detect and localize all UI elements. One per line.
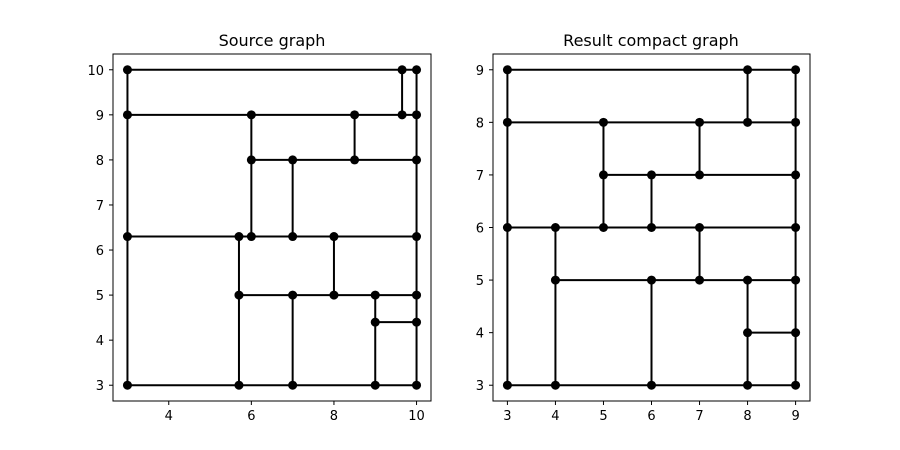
graph-node [288, 155, 298, 165]
graph-node [791, 223, 801, 232]
graph-node [502, 65, 512, 75]
x-tick-label: 4 [165, 409, 173, 424]
graph-node [791, 65, 801, 75]
y-tick-label: 4 [476, 327, 484, 342]
graph-node [246, 232, 256, 242]
graph-node [695, 275, 705, 285]
graph-node [598, 223, 608, 232]
y-tick-label: 3 [476, 379, 484, 394]
y-tick-label: 6 [476, 222, 484, 237]
graph-node [350, 110, 360, 120]
plot-frame [112, 53, 432, 402]
graph-node [234, 290, 244, 300]
y-tick-label: 8 [476, 116, 484, 131]
x-tick-label: 8 [330, 409, 338, 424]
y-tick-label: 6 [96, 244, 104, 259]
graph-node [791, 275, 801, 285]
panel-title: Source graph [219, 31, 326, 50]
graph-node [647, 223, 656, 232]
x-tick-label: 9 [791, 409, 799, 424]
graph-node [695, 223, 705, 232]
graph-node [246, 110, 256, 120]
y-tick-label: 7 [476, 169, 484, 184]
graph-node [288, 290, 298, 300]
y-tick-label: 8 [96, 154, 104, 169]
graph-node [122, 65, 132, 75]
graph-node [743, 117, 753, 127]
graph-node [122, 232, 132, 242]
graph-node [598, 117, 608, 127]
y-tick-label: 5 [96, 289, 104, 304]
graph-node [234, 232, 244, 242]
panel-result: Result compact graph 3 4 5 6 7 8 9 3 4 5 6 7 8 9 [476, 31, 811, 424]
graph-node [122, 110, 132, 120]
graph-node [329, 290, 339, 300]
graph-node [695, 117, 705, 127]
graph-node [288, 232, 298, 242]
graph-node [791, 328, 801, 338]
graph-node [791, 380, 801, 390]
graph-node [122, 380, 132, 390]
graph-node [743, 65, 753, 75]
graph-node [598, 170, 608, 180]
graph-node [550, 223, 560, 232]
graph-node [647, 275, 656, 285]
graph-node [791, 170, 801, 180]
graph-node [550, 275, 560, 285]
graph-node [743, 328, 753, 338]
graph-node [412, 380, 422, 390]
panel-title: Result compact graph [563, 31, 739, 50]
x-tick-label: 6 [647, 409, 655, 424]
x-tick-label: 10 [408, 409, 425, 424]
graph-node [412, 290, 422, 300]
x-tick-label: 4 [551, 409, 559, 424]
y-tick-label: 5 [476, 274, 484, 289]
graph-node [234, 380, 244, 390]
panel-source: Source graph 4 6 8 10 3 4 5 6 7 8 9 10 [87, 31, 432, 424]
x-tick-label: 3 [503, 409, 511, 424]
graph-node [412, 232, 422, 242]
y-tick-label: 7 [96, 199, 104, 214]
graph-node [647, 380, 656, 390]
y-tick-label: 10 [87, 64, 104, 79]
graph-node [550, 380, 560, 390]
graph-node [412, 110, 422, 120]
x-tick-label: 6 [247, 409, 255, 424]
graph-node [743, 380, 753, 390]
graph-node [350, 155, 360, 165]
graph-node [397, 65, 407, 75]
y-tick-label: 3 [96, 379, 104, 394]
graph-node [412, 65, 422, 75]
y-tick-label: 9 [96, 109, 104, 124]
graph-node [502, 223, 512, 232]
x-tick-label: 7 [695, 409, 703, 424]
y-tick-label: 9 [476, 64, 484, 79]
y-tick-label: 4 [96, 334, 104, 349]
graph-node [288, 380, 298, 390]
graph-node [743, 275, 753, 285]
graph-node [397, 110, 407, 120]
graph-node [502, 117, 512, 127]
graph-node [370, 380, 380, 390]
graph-node [791, 117, 801, 127]
x-tick-label: 8 [743, 409, 751, 424]
graph-node [370, 290, 380, 300]
graph-node [370, 317, 380, 327]
graph-node [246, 155, 256, 165]
graph-node [412, 317, 422, 327]
graph-node [695, 170, 705, 180]
graph-node [329, 232, 339, 242]
x-tick-label: 5 [599, 409, 607, 424]
graph-node [412, 155, 422, 165]
graph-node [647, 170, 656, 180]
graph-node [502, 380, 512, 390]
